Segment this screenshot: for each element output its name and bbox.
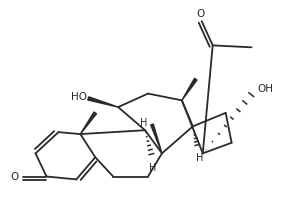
Text: H: H	[149, 163, 157, 173]
Text: H: H	[196, 153, 203, 163]
Text: OH: OH	[257, 84, 273, 94]
Text: O: O	[11, 171, 19, 182]
Polygon shape	[151, 124, 162, 153]
Text: HO: HO	[71, 92, 87, 102]
Text: O: O	[196, 9, 205, 19]
Polygon shape	[182, 78, 197, 100]
Polygon shape	[88, 97, 118, 107]
Text: H: H	[140, 118, 148, 128]
Polygon shape	[80, 112, 96, 134]
